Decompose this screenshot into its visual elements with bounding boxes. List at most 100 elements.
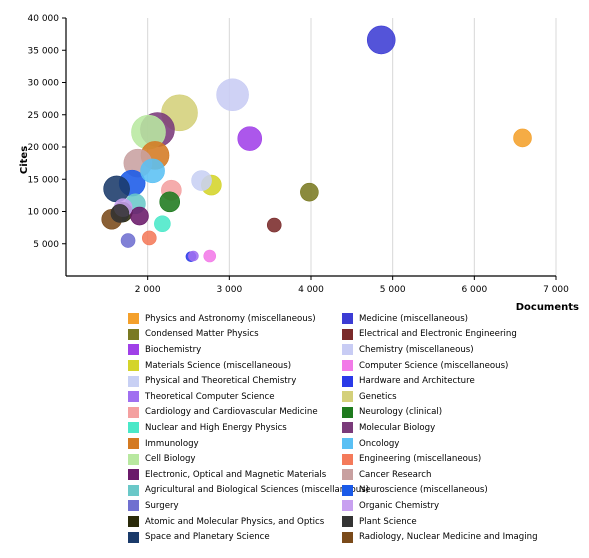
bubble-point[interactable]: Electronic, Optical and Magnetic Materia… <box>130 206 149 226</box>
legend-item: Condensed Matter Physics <box>128 327 259 343</box>
legend-item: Surgery <box>128 498 179 514</box>
y-tick-label: 15 000 <box>28 175 60 185</box>
y-tick-label: 40 000 <box>28 14 60 24</box>
legend-label: Oncology <box>359 438 400 449</box>
legend-label: Nuclear and High Energy Physics <box>145 422 287 433</box>
legend-swatch <box>128 313 139 325</box>
bubble-point[interactable]: Medicine (miscellaneous) <box>366 25 396 55</box>
bubble-point[interactable]: Chemistry (miscellaneous) <box>216 78 249 112</box>
legend-swatch <box>128 422 139 434</box>
legend-swatch <box>128 391 139 403</box>
legend-swatch <box>342 328 353 340</box>
legend-item: Medicine (miscellaneous) <box>342 311 468 327</box>
bubble-point[interactable]: Condensed Matter Physics <box>300 182 319 202</box>
bubble-point[interactable]: Physical and Theoretical Chemistry <box>191 170 212 191</box>
bubble-point[interactable]: Biochemistry <box>237 126 263 151</box>
legend-item: Materials Science (miscellaneous) <box>128 358 291 374</box>
bubble-point[interactable]: Nuclear and High Energy Physics <box>154 215 171 233</box>
legend-item: Electronic, Optical and Magnetic Materia… <box>128 467 326 483</box>
legend-swatch <box>342 375 353 387</box>
legend-label: Molecular Biology <box>359 422 436 433</box>
grid-lines <box>147 18 557 276</box>
legend-label: Atomic and Molecular Physics, and Optics <box>145 516 325 527</box>
legend-swatch <box>342 360 353 372</box>
legend-swatch <box>342 406 353 418</box>
legend-swatch <box>342 313 353 325</box>
legend-item: Nuclear and High Energy Physics <box>128 420 287 436</box>
x-tick-label: 6 000 <box>461 285 487 295</box>
legend-item: Oncology <box>342 436 399 452</box>
legend-label: Agricultural and Biological Sciences (mi… <box>145 485 370 496</box>
legend-item: Neurology (clinical) <box>342 405 442 421</box>
bubble-point[interactable]: Engineering (miscellaneous) <box>142 230 157 246</box>
legend-item: Computer Science (miscellaneous) <box>342 358 508 374</box>
legend-item: Hardware and Architecture <box>342 373 475 389</box>
legend-swatch <box>342 422 353 434</box>
x-tick-label: 5 000 <box>380 285 406 295</box>
legend-swatch <box>342 469 353 481</box>
legend-item: Atomic and Molecular Physics, and Optics <box>128 514 324 530</box>
legend-swatch <box>342 344 353 356</box>
y-tick-label: 30 000 <box>28 79 60 89</box>
legend-swatch <box>342 453 353 465</box>
legend-item: Physics and Astronomy (miscellaneous) <box>128 311 316 327</box>
bubble-point[interactable]: Plant Science <box>110 204 130 223</box>
bubbles: GeneticsMolecular BiologyCell BiologyChe… <box>101 25 532 263</box>
x-tick-label: 4 000 <box>298 285 324 295</box>
legend-swatch <box>128 500 139 512</box>
x-tick-label: 3 000 <box>216 285 242 295</box>
legend-item: Biochemistry <box>128 342 201 358</box>
legend-label: Immunology <box>145 438 199 449</box>
y-axis-label: Cites <box>19 146 30 174</box>
legend-item: Theoretical Computer Science <box>128 389 275 405</box>
legend-swatch <box>342 484 353 496</box>
legend-item: Electrical and Electronic Engineering <box>342 327 517 343</box>
legend-swatch <box>128 469 139 481</box>
legend-swatch <box>128 406 139 418</box>
legend-label: Physics and Astronomy (miscellaneous) <box>145 313 316 324</box>
bubble-point[interactable]: Physics and Astronomy (miscellaneous) <box>513 128 532 148</box>
legend-swatch <box>128 484 139 496</box>
legend-label: Chemistry (miscellaneous) <box>359 344 474 355</box>
legend-swatch <box>128 375 139 387</box>
y-tick-label: 35 000 <box>28 46 60 56</box>
legend-swatch <box>128 360 139 372</box>
legend-label: Neurology (clinical) <box>359 407 443 418</box>
x-axis-label: Documents <box>516 302 579 310</box>
x-tick-label: 2 000 <box>135 285 161 295</box>
bubble-point[interactable]: Electrical and Electronic Engineering <box>266 217 282 233</box>
legend-label: Neuroscience (miscellaneous) <box>359 485 488 496</box>
legend-item: Organic Chemistry <box>342 498 439 514</box>
legend-item: Immunology <box>128 436 199 452</box>
y-tick-label: 20 000 <box>28 143 60 153</box>
legend-label: Condensed Matter Physics <box>145 329 259 340</box>
bubble-point[interactable]: Theoretical Computer Science <box>188 250 199 262</box>
bubble-point[interactable]: Neurology (clinical) <box>159 191 181 213</box>
legend-swatch <box>342 531 353 543</box>
y-tick-label: 10 000 <box>28 208 60 218</box>
bubble-point[interactable]: Computer Science (miscellaneous) <box>203 249 217 263</box>
legend-swatch <box>128 438 139 450</box>
legend-swatch <box>342 391 353 403</box>
legend-swatch <box>342 516 353 528</box>
bubble-chart-plot: 2 000 3 000 4 000 5 000 6 000 7 000 5 000 10 00… <box>19 14 579 310</box>
bubble-point[interactable]: Space and Planetary Science <box>103 175 130 203</box>
legend-swatch <box>128 531 139 543</box>
legend-label: Cardiology and Cardiovascular Medicine <box>145 407 318 418</box>
legend-item: Agricultural and Biological Sciences (mi… <box>128 483 369 499</box>
legend-item: Cell Biology <box>128 451 196 467</box>
legend-item: Neuroscience (miscellaneous) <box>342 483 488 499</box>
axes <box>62 17 557 280</box>
legend-item: Plant Science <box>342 514 417 530</box>
bubble-point[interactable]: Surgery <box>120 233 136 248</box>
legend-label: Hardware and Architecture <box>359 376 475 387</box>
x-tick-label: 7 000 <box>543 285 569 295</box>
legend-label: Biochemistry <box>145 344 202 355</box>
legend-item: Physical and Theoretical Chemistry <box>128 373 296 389</box>
legend-item: Molecular Biology <box>342 420 435 436</box>
legend-swatch <box>128 344 139 356</box>
bubble-point[interactable]: Oncology <box>140 158 165 184</box>
legend-label: Radiology, Nuclear Medicine and Imaging <box>359 532 538 543</box>
legend-label: Plant Science <box>359 516 417 527</box>
